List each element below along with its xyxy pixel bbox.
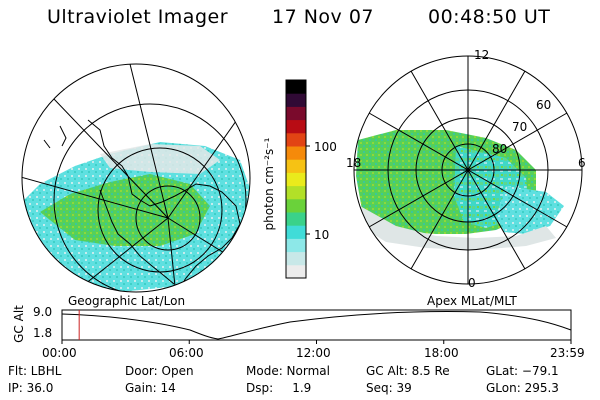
colorbar-tick-100: 100	[314, 140, 337, 154]
colorbar-swatch	[286, 198, 306, 213]
xtick-1200: 12:00	[296, 346, 331, 360]
colorbar-swatch	[286, 238, 306, 253]
colorbar-swatch	[286, 80, 306, 94]
colorbar	[285, 79, 310, 279]
colorbar-swatch	[286, 172, 306, 187]
colorbar-swatch	[286, 159, 306, 173]
colorbar-swatch	[286, 106, 306, 121]
altitude-ytick-high: 9.0	[33, 305, 53, 319]
colorbar-swatch	[286, 251, 306, 266]
colorbar-swatch	[286, 264, 306, 279]
altitude-curve	[61, 311, 572, 340]
altitude-xticks	[61, 340, 572, 344]
xtick-1800: 18:00	[424, 346, 459, 360]
magnetic-image-panel	[353, 55, 583, 285]
footer-flt: Flt: LBHL	[8, 364, 62, 378]
footer-mode: Mode: Normal	[246, 364, 330, 378]
left-panel-caption: Geographic Lat/Lon	[68, 294, 186, 308]
footer-glon: GLon: 295.3	[486, 381, 559, 395]
time-title: 00:48:50 UT	[428, 6, 551, 28]
colorbar-unit-label: photon cm⁻²s⁻¹	[262, 137, 276, 231]
instrument-title: Ultraviolet Imager	[47, 6, 229, 28]
mlt-label-0: 0	[468, 276, 476, 290]
mlt-label-18: 18	[346, 156, 362, 170]
geographic-image-panel	[21, 63, 251, 293]
colorbar-swatches	[286, 80, 306, 279]
mlat-label-60: 60	[536, 98, 552, 112]
altitude-plot	[61, 309, 572, 344]
xtick-0600: 06:00	[169, 346, 204, 360]
colorbar-swatch	[286, 212, 306, 226]
right-panel-caption: Apex MLat/MLT	[427, 294, 517, 308]
footer-ip: IP: 36.0	[8, 381, 54, 395]
footer-dsp: Dsp: 1.9	[246, 381, 312, 395]
colorbar-swatch	[286, 93, 306, 107]
xtick-2359: 23:59	[550, 346, 585, 360]
xtick-0000: 00:00	[42, 346, 77, 360]
footer-gc-alt: GC Alt: 8.5 Re	[366, 364, 450, 378]
footer-door: Door: Open	[125, 364, 194, 378]
mlat-label-80: 80	[492, 142, 508, 156]
footer-seq: Seq: 39	[366, 381, 412, 395]
colorbar-swatch	[286, 146, 306, 160]
mlt-label-6: 6	[578, 156, 586, 170]
colorbar-swatch	[286, 132, 306, 147]
altitude-ytick-low: 1.8	[33, 326, 53, 340]
date-title: 17 Nov 07	[272, 6, 375, 28]
colorbar-swatch	[286, 225, 306, 239]
colorbar-swatch	[286, 119, 306, 134]
mlat-label-70: 70	[512, 120, 528, 134]
colorbar-tick-10: 10	[314, 228, 330, 242]
mlt-label-12: 12	[474, 48, 490, 62]
footer-gain: Gain: 14	[125, 381, 176, 395]
footer-glat: GLat: −79.1	[486, 364, 559, 378]
colorbar-swatch	[286, 185, 306, 200]
altitude-ylabel: GC Alt	[12, 305, 26, 343]
